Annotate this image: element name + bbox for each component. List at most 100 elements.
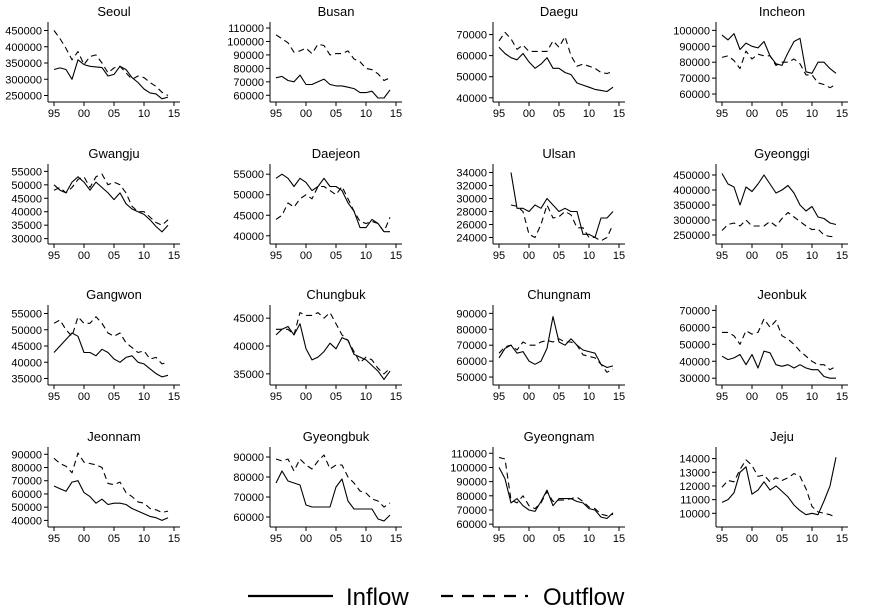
panel-title: Chungbuk (306, 287, 366, 302)
y-tick-label: 10000 (679, 508, 710, 520)
panel-title: Daejeon (312, 146, 360, 161)
y-tick-label: 30000 (11, 234, 42, 246)
panel-gyeongnam: Gyeongnam 60000 70000 80000 90000 100000 11000… (450, 429, 625, 545)
x-tick-label: 00 (300, 391, 312, 403)
y-tick-label: 400000 (5, 42, 42, 54)
x-tick-label: 10 (138, 250, 150, 262)
x-tick-label: 05 (553, 533, 565, 545)
y-tick-label: 50000 (11, 180, 42, 192)
panel-gyeongbuk: Gyeongbuk 60000 70000 80000 90000 95 00 05 10 15 (233, 429, 402, 545)
x-tick-label: 15 (613, 533, 625, 545)
inflow-line (275, 470, 391, 522)
y-tick-label: 55000 (11, 166, 42, 178)
outflow-line (275, 185, 391, 233)
panel-title: Gangwon (86, 287, 142, 302)
inflow-line (498, 316, 614, 369)
x-tick-label: 15 (168, 250, 180, 262)
y-tick-label: 11000 (680, 495, 710, 507)
legend-inflow-label: Inflow (346, 584, 409, 609)
x-tick-label: 95 (48, 533, 60, 545)
y-tick-label: 70000 (679, 305, 710, 317)
inflow-line (721, 457, 837, 516)
x-tick-label: 00 (78, 533, 90, 545)
y-tick-label: 30000 (679, 373, 710, 385)
x-tick-label: 15 (168, 108, 180, 120)
y-tick-label: 45000 (11, 193, 42, 205)
x-tick-label: 10 (806, 391, 818, 403)
panel-title: Gyeongbuk (303, 429, 370, 444)
x-tick-label: 95 (493, 108, 505, 120)
y-tick-label: 40000 (11, 515, 42, 527)
y-tick-label: 90000 (233, 50, 264, 62)
y-tick-label: 70000 (456, 340, 487, 352)
outflow-line (276, 312, 391, 375)
y-tick-label: 80000 (679, 57, 710, 69)
y-tick-label: 60000 (233, 90, 264, 102)
y-tick-label: 60000 (456, 51, 487, 63)
panel-title: Ulsan (542, 146, 575, 161)
x-tick-label: 10 (583, 108, 595, 120)
y-tick-label: 34000 (456, 168, 487, 180)
panel-title: Daegu (540, 4, 578, 19)
y-tick-label: 110000 (228, 23, 264, 35)
x-tick-label: 00 (300, 533, 312, 545)
panel-title: Gyeongnam (524, 429, 595, 444)
x-tick-label: 00 (300, 250, 312, 262)
x-tick-label: 95 (48, 391, 60, 403)
y-tick-label: 55000 (11, 309, 42, 321)
x-tick-label: 15 (613, 108, 625, 120)
y-tick-label: 40000 (233, 231, 264, 243)
y-tick-label: 80000 (233, 472, 264, 484)
y-tick-label: 70000 (456, 505, 487, 517)
x-tick-label: 10 (806, 533, 818, 545)
outflow-line (53, 316, 169, 365)
x-tick-label: 95 (716, 533, 728, 545)
inflow-line (721, 173, 837, 226)
panel-chungbuk: Chungbuk 35000 40000 45000 95 00 05 10 15 (233, 287, 402, 403)
x-tick-label: 95 (270, 533, 282, 545)
x-tick-label: 10 (806, 250, 818, 262)
x-tick-label: 95 (270, 391, 282, 403)
y-tick-label: 40000 (679, 356, 710, 368)
chart-legend: Inflow Outflow (248, 584, 625, 611)
y-tick-label: 100000 (227, 36, 264, 48)
y-tick-label: 80000 (11, 463, 42, 475)
x-tick-label: 00 (746, 108, 758, 120)
y-tick-label: 50000 (456, 72, 487, 84)
outflow-line (721, 459, 837, 518)
x-tick-label: 00 (78, 391, 90, 403)
x-tick-label: 05 (108, 391, 120, 403)
y-tick-label: 90000 (233, 452, 264, 464)
x-tick-label: 00 (523, 533, 535, 545)
inflow-line (53, 59, 169, 100)
outflow-line (722, 318, 837, 371)
y-tick-label: 40000 (233, 341, 264, 353)
y-tick-label: 55000 (233, 169, 264, 181)
y-tick-label: 60000 (456, 356, 487, 368)
y-tick-label: 60000 (679, 89, 710, 101)
panel-gangwon: Gangwon 35000 40000 45000 50000 55000 95 00 05 10… (11, 287, 180, 403)
y-tick-label: 450000 (673, 170, 710, 182)
y-tick-label: 40000 (11, 357, 42, 369)
x-tick-label: 95 (716, 250, 728, 262)
panel-title: Incheon (759, 4, 805, 19)
y-tick-label: 50000 (456, 372, 487, 384)
y-tick-label: 45000 (233, 313, 264, 325)
y-tick-label: 35000 (11, 220, 42, 232)
y-tick-label: 350000 (5, 58, 42, 70)
panel-title: Jeju (770, 429, 794, 444)
y-tick-label: 90000 (456, 308, 487, 320)
x-tick-label: 15 (836, 250, 848, 262)
outflow-line (275, 34, 391, 82)
y-tick-label: 35000 (11, 374, 42, 386)
x-tick-label: 10 (583, 391, 595, 403)
y-tick-label: 13000 (679, 467, 710, 479)
panel-daegu: Daegu 40000 50000 60000 70000 95 00 05 10 15 (456, 4, 625, 120)
inflow-line (498, 467, 614, 520)
inflow-line (721, 350, 836, 379)
x-tick-label: 00 (300, 108, 312, 120)
y-tick-label: 40000 (11, 207, 42, 219)
y-tick-label: 250000 (673, 230, 710, 242)
